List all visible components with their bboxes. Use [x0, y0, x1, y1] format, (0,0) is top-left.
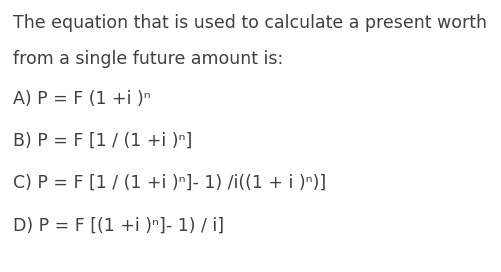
Text: C) P = F [1 / (1 +i )ⁿ]- 1) /i((1 + i )ⁿ)]: C) P = F [1 / (1 +i )ⁿ]- 1) /i((1 + i )ⁿ… — [13, 174, 325, 192]
Text: from a single future amount is:: from a single future amount is: — [13, 50, 282, 68]
Text: B) P = F [1 / (1 +i )ⁿ]: B) P = F [1 / (1 +i )ⁿ] — [13, 132, 191, 150]
Text: D) P = F [(1 +i )ⁿ]- 1) / i]: D) P = F [(1 +i )ⁿ]- 1) / i] — [13, 216, 223, 234]
Text: The equation that is used to calculate a present worth: The equation that is used to calculate a… — [13, 14, 485, 32]
Text: A) P = F (1 +i )ⁿ: A) P = F (1 +i )ⁿ — [13, 90, 150, 108]
